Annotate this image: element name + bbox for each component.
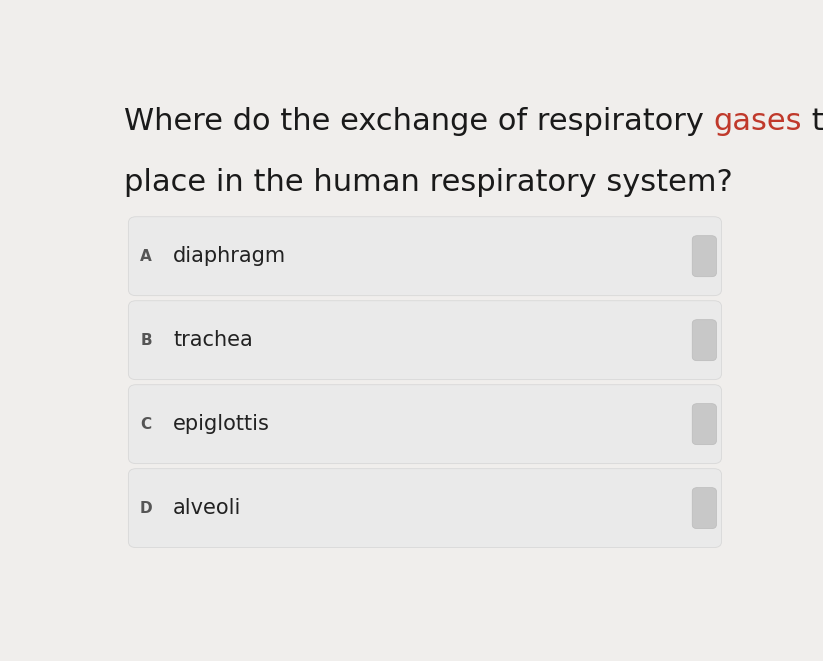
FancyBboxPatch shape	[128, 385, 722, 463]
Text: Where do the exchange of respiratory: Where do the exchange of respiratory	[124, 107, 714, 136]
Text: epiglottis: epiglottis	[173, 414, 270, 434]
FancyBboxPatch shape	[692, 488, 717, 529]
FancyBboxPatch shape	[692, 320, 717, 361]
Text: D: D	[140, 500, 152, 516]
Text: diaphragm: diaphragm	[173, 246, 286, 266]
Text: C: C	[141, 416, 151, 432]
FancyBboxPatch shape	[692, 404, 717, 445]
Text: gases: gases	[714, 107, 802, 136]
Text: trachea: trachea	[173, 330, 253, 350]
FancyBboxPatch shape	[128, 301, 722, 379]
FancyBboxPatch shape	[128, 469, 722, 547]
Text: alveoli: alveoli	[173, 498, 241, 518]
FancyBboxPatch shape	[692, 236, 717, 277]
Text: place in the human respiratory system?: place in the human respiratory system?	[124, 169, 732, 198]
Text: B: B	[141, 332, 152, 348]
FancyBboxPatch shape	[128, 217, 722, 295]
Text: takes: takes	[802, 107, 823, 136]
Text: A: A	[141, 249, 152, 264]
